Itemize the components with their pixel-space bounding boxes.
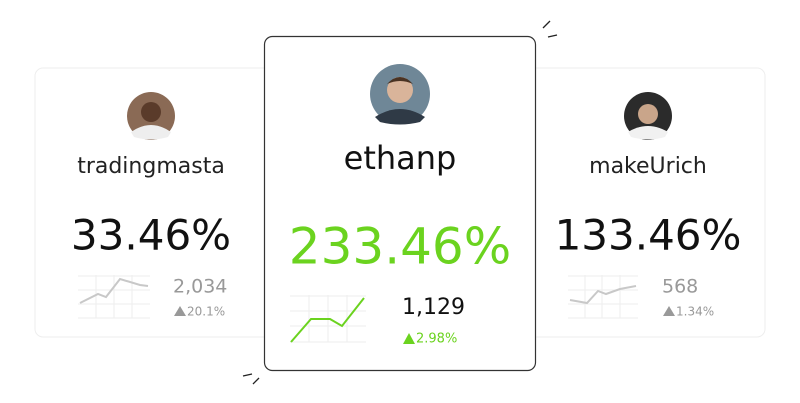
username: ethanp xyxy=(344,139,457,177)
card-featured[interactable]: ethanp 233.46% 1,129 2.98% xyxy=(263,35,537,372)
up-arrow xyxy=(174,306,186,316)
username: tradingmasta xyxy=(77,154,225,179)
decor-dash xyxy=(242,373,253,377)
username: makeUrich xyxy=(589,154,707,179)
count: 1,129 xyxy=(402,295,465,320)
sparkline-grid xyxy=(78,275,150,319)
return-percent: 233.46% xyxy=(289,218,511,276)
change: 2.98% xyxy=(416,332,457,347)
up-arrow xyxy=(403,333,415,344)
card[interactable]: tradingmasta 33.46% 2,034 20.1% xyxy=(34,67,276,338)
decor-dash xyxy=(547,34,558,38)
return-percent: 133.46% xyxy=(555,211,742,260)
sparkline xyxy=(290,297,365,343)
card-bg xyxy=(263,35,537,372)
change: 1.34% xyxy=(676,305,714,319)
avatar xyxy=(624,92,672,140)
avatar xyxy=(370,64,430,125)
up-arrow xyxy=(663,306,675,316)
return-percent: 33.46% xyxy=(71,211,231,260)
avatar xyxy=(127,92,175,140)
count: 2,034 xyxy=(173,276,227,298)
sparkline-grid xyxy=(568,275,638,319)
decor-dash xyxy=(542,20,551,29)
change: 20.1% xyxy=(187,305,225,319)
sparkline xyxy=(569,285,637,305)
card[interactable]: makeUrich 133.46% 568 1.34% xyxy=(525,67,766,338)
count: 568 xyxy=(662,276,698,298)
sparkline xyxy=(79,277,149,304)
decor-dash xyxy=(252,377,260,385)
